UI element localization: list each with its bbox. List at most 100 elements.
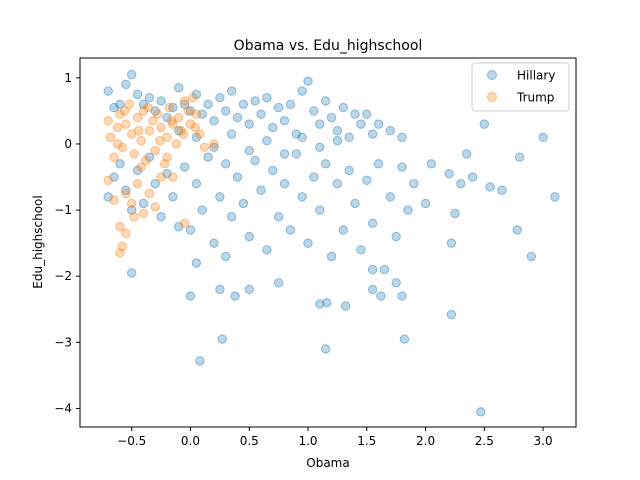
data-point	[127, 268, 137, 278]
data-point	[273, 278, 284, 288]
legend: Hillary Trump	[471, 62, 570, 112]
data-point	[485, 182, 495, 192]
data-point	[209, 142, 219, 152]
data-point	[376, 291, 386, 301]
y-tick-label: −3	[54, 335, 72, 349]
data-point	[297, 86, 307, 96]
data-point	[132, 165, 143, 176]
data-point	[129, 212, 139, 222]
data-point	[315, 142, 325, 152]
data-point	[315, 205, 325, 215]
data-point	[244, 231, 254, 242]
data-point	[268, 165, 278, 176]
x-tick-label: 1.0	[298, 434, 317, 448]
data-point	[221, 159, 231, 169]
data-point	[152, 109, 163, 119]
data-point	[179, 218, 190, 229]
data-point	[183, 106, 193, 116]
data-point	[350, 198, 360, 209]
data-point	[150, 202, 160, 212]
data-point	[174, 221, 184, 232]
data-point	[185, 225, 196, 235]
data-point	[127, 205, 137, 215]
x-tick-label: 1.5	[357, 434, 376, 448]
data-point	[332, 126, 343, 136]
data-point	[215, 192, 225, 202]
data-point	[209, 238, 219, 248]
data-point	[367, 284, 378, 295]
data-point	[144, 188, 155, 199]
data-point	[179, 162, 190, 172]
data-point	[190, 122, 200, 133]
data-point	[115, 99, 125, 109]
data-point	[191, 178, 202, 189]
data-point	[291, 149, 301, 159]
data-point	[320, 159, 331, 169]
chart-title: Obama vs. Edu_highschool	[234, 38, 423, 54]
data-point	[285, 99, 296, 109]
y-tick-label: 0	[64, 137, 72, 151]
data-point	[232, 172, 243, 182]
data-point	[138, 99, 149, 109]
data-point	[238, 198, 249, 209]
data-point	[285, 225, 296, 235]
data-point	[156, 96, 166, 106]
data-point	[379, 264, 390, 275]
data-point	[385, 192, 395, 202]
data-point	[174, 112, 184, 123]
data-point	[144, 152, 155, 162]
x-tick-label: −0.5	[117, 434, 146, 448]
data-point	[467, 172, 478, 182]
data-point	[409, 178, 419, 189]
data-point	[132, 89, 143, 100]
data-point	[124, 99, 135, 109]
data-point	[168, 172, 178, 182]
data-point	[226, 212, 237, 222]
data-point	[162, 112, 172, 123]
data-point	[148, 116, 158, 126]
data-point	[188, 92, 198, 103]
data-point	[256, 185, 266, 195]
data-point	[362, 109, 372, 119]
data-point	[103, 192, 113, 202]
data-point	[226, 86, 237, 96]
legend-label-trump: Trump	[516, 91, 554, 105]
data-point	[127, 69, 137, 80]
data-point	[403, 205, 413, 215]
data-point	[322, 297, 332, 308]
data-point	[217, 334, 227, 344]
data-point	[199, 142, 210, 152]
data-point	[226, 129, 237, 139]
data-point	[446, 309, 457, 320]
data-point	[168, 119, 178, 129]
data-point	[338, 225, 348, 235]
data-point	[221, 106, 231, 116]
data-point	[338, 102, 348, 113]
data-point	[162, 169, 172, 179]
data-point	[103, 86, 113, 96]
data-point	[155, 135, 165, 146]
data-point	[138, 208, 149, 219]
y-tick-label: −4	[54, 401, 72, 415]
data-point	[303, 76, 313, 86]
data-point	[397, 162, 407, 172]
data-point	[109, 102, 119, 113]
data-point	[109, 195, 119, 205]
data-point	[291, 129, 301, 139]
data-point	[127, 198, 137, 209]
data-point	[150, 178, 160, 189]
legend-frame	[471, 62, 570, 112]
data-point	[209, 116, 219, 126]
data-point	[268, 122, 278, 133]
data-point	[191, 109, 202, 119]
data-point	[315, 119, 325, 129]
data-point	[121, 119, 131, 129]
data-point	[127, 129, 137, 139]
y-tick-label: −1	[54, 203, 72, 217]
axis-ticks: −0.5 0.0 0.5 1.0 1.5 2.0 2.5 3.0 −4 −3 −2 −1 0 1	[54, 71, 552, 448]
data-point	[144, 126, 155, 136]
x-tick-label: 0.0	[181, 434, 200, 448]
data-point	[497, 185, 507, 195]
data-point	[273, 102, 284, 113]
